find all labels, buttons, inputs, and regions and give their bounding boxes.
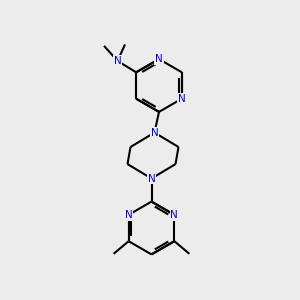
Text: N: N [148, 173, 155, 184]
Text: N: N [125, 210, 133, 220]
Text: N: N [114, 56, 122, 66]
Text: N: N [170, 210, 178, 220]
Text: N: N [155, 54, 163, 64]
Text: N: N [178, 94, 186, 104]
Text: N: N [151, 128, 158, 138]
